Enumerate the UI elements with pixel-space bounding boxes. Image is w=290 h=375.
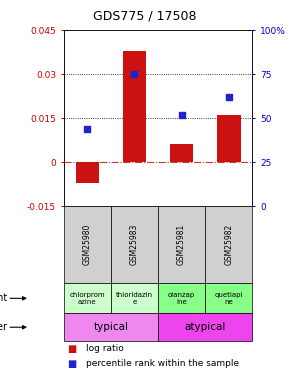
Point xyxy=(179,111,184,117)
Bar xyxy=(158,314,252,341)
Text: GSM25982: GSM25982 xyxy=(224,224,233,265)
Text: typical: typical xyxy=(93,322,128,332)
Text: other: other xyxy=(0,322,7,332)
Text: quetiapi
ne: quetiapi ne xyxy=(215,292,243,304)
Bar xyxy=(158,283,205,314)
Bar xyxy=(205,283,252,314)
Text: thioridazin
e: thioridazin e xyxy=(116,292,153,304)
Bar xyxy=(64,206,111,283)
Bar xyxy=(217,115,240,162)
Bar xyxy=(64,314,158,341)
Text: GSM25981: GSM25981 xyxy=(177,224,186,265)
Point xyxy=(85,126,90,132)
Bar xyxy=(64,283,111,314)
Bar xyxy=(111,283,158,314)
Text: percentile rank within the sample: percentile rank within the sample xyxy=(86,359,240,368)
Bar xyxy=(158,206,205,283)
Text: GDS775 / 17508: GDS775 / 17508 xyxy=(93,9,197,22)
Text: ■: ■ xyxy=(68,344,77,354)
Text: olanzap
ine: olanzap ine xyxy=(168,292,195,304)
Text: chlorprom
azine: chlorprom azine xyxy=(70,292,105,304)
Bar xyxy=(123,51,146,162)
Text: GSM25983: GSM25983 xyxy=(130,224,139,266)
Point xyxy=(226,94,231,100)
Text: ■: ■ xyxy=(68,358,77,369)
Text: atypical: atypical xyxy=(184,322,226,332)
Bar xyxy=(111,206,158,283)
Text: GSM25980: GSM25980 xyxy=(83,224,92,266)
Bar xyxy=(205,206,252,283)
Text: agent: agent xyxy=(0,293,7,303)
Bar xyxy=(76,162,99,183)
Bar xyxy=(170,144,193,162)
Point xyxy=(132,71,137,77)
Text: log ratio: log ratio xyxy=(86,344,124,353)
